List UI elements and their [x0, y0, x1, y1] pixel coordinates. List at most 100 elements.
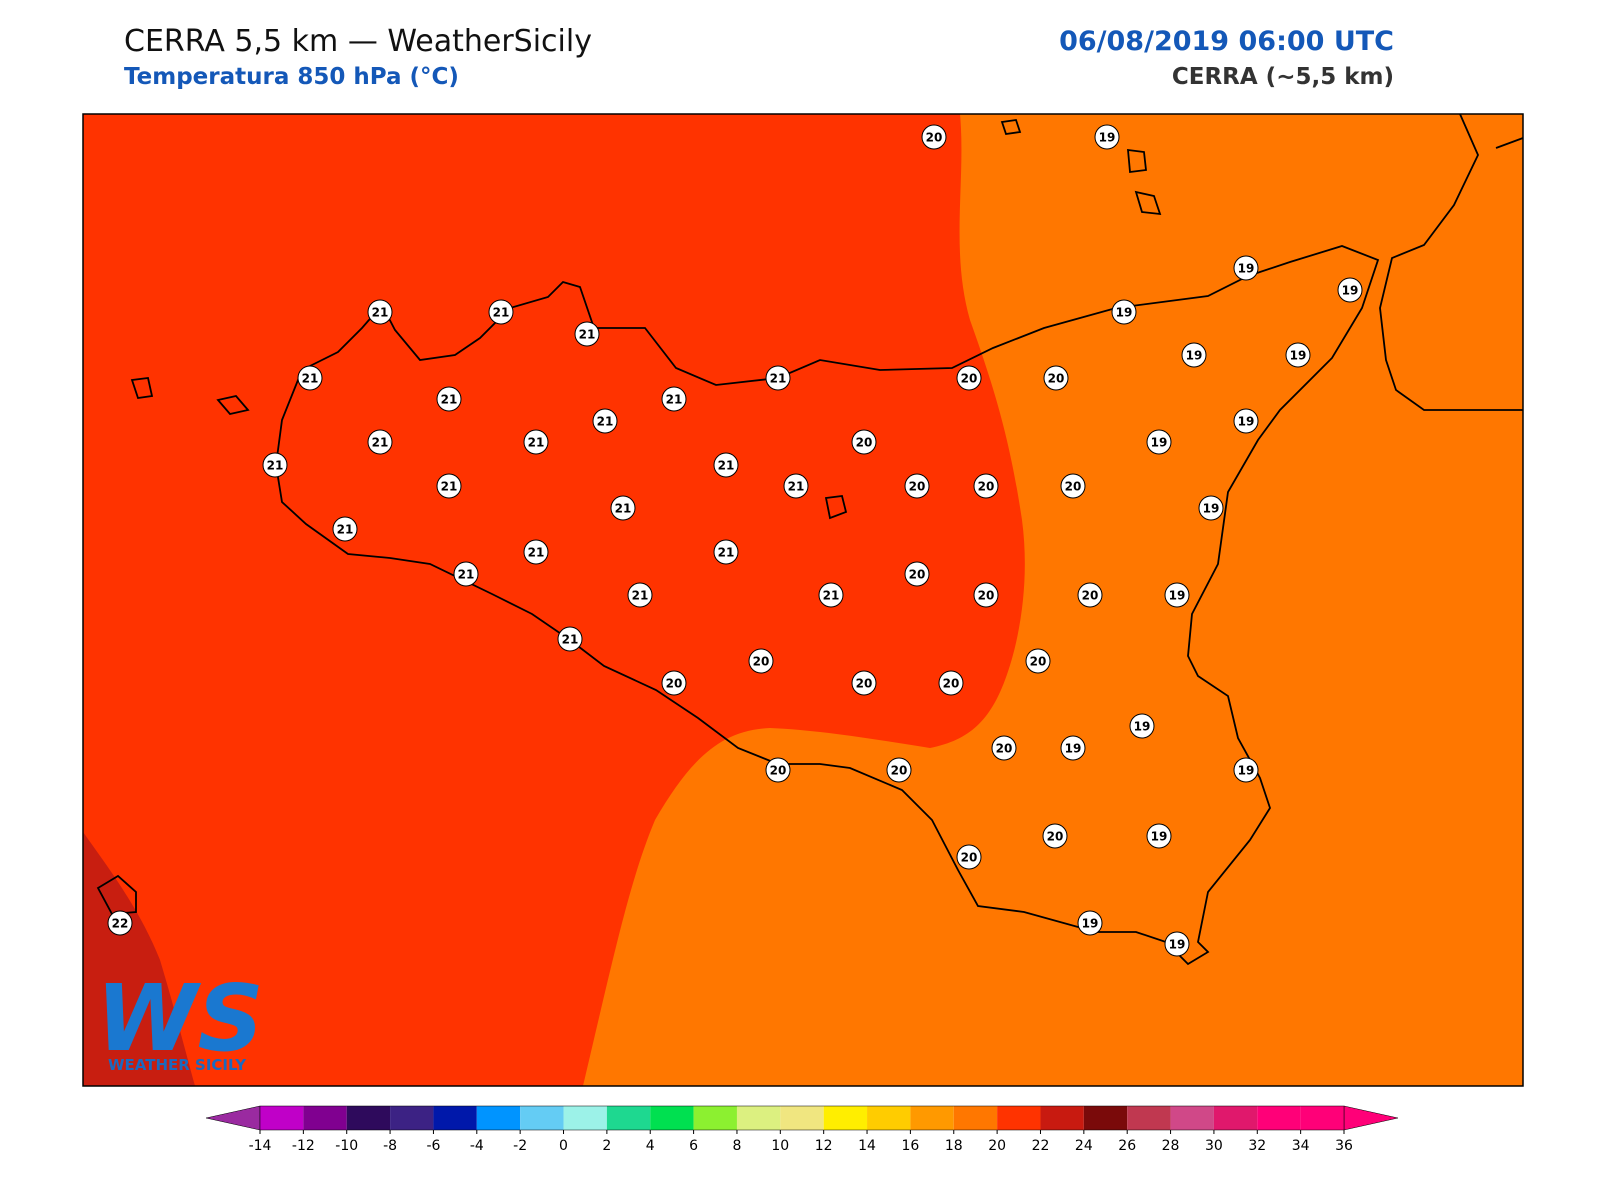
station-value: 20	[666, 677, 683, 691]
station-value: 21	[666, 393, 683, 407]
colorbar-bin	[1040, 1106, 1084, 1130]
station-value: 22	[112, 917, 129, 931]
station-marker	[1146, 823, 1172, 849]
station-value: 20	[753, 655, 770, 669]
station-marker	[592, 408, 618, 434]
station-value: 21	[823, 589, 840, 603]
station-value: 21	[615, 502, 632, 516]
station-value: 20	[909, 568, 926, 582]
colorbar-tick-label: -12	[292, 1138, 315, 1154]
station-marker	[107, 910, 133, 936]
colorbar-bin	[823, 1106, 868, 1130]
colorbar-bin	[303, 1106, 347, 1130]
station-value: 20	[891, 764, 908, 778]
station-value: 20	[1048, 372, 1065, 386]
station-value: 19	[1238, 764, 1255, 778]
station-value: 20	[978, 589, 995, 603]
station-value: 19	[1203, 502, 1220, 516]
colorbar-bin	[1300, 1106, 1344, 1130]
station-value: 21	[579, 328, 596, 342]
colorbar-bin	[1170, 1106, 1214, 1130]
colorbar-tick-label: -14	[249, 1138, 272, 1154]
station-value: 21	[770, 372, 787, 386]
station-marker	[610, 495, 636, 521]
station-marker	[1060, 735, 1086, 761]
colorbar-tick-label: 30	[1205, 1138, 1223, 1154]
title: CERRA 5,5 km — WeatherSicily	[124, 24, 592, 59]
island	[96, 874, 137, 915]
station-marker	[436, 473, 462, 499]
station-value: 20	[856, 436, 873, 450]
station-value: 19	[1169, 589, 1186, 603]
island	[216, 395, 250, 415]
station-value: 19	[1151, 830, 1168, 844]
station-marker	[1129, 713, 1155, 739]
station-value: 21	[528, 546, 545, 560]
station-marker	[1043, 365, 1069, 391]
station-value: 21	[372, 436, 389, 450]
island	[130, 377, 154, 399]
station-value: 21	[441, 480, 458, 494]
datetime: 06/08/2019 06:00 UTC	[1059, 26, 1394, 57]
colorbar-tick-label: 8	[732, 1138, 741, 1154]
station-marker	[436, 386, 462, 412]
station-value: 20	[996, 742, 1013, 756]
station-marker	[1094, 124, 1120, 150]
colorbar-tick-label: -2	[513, 1138, 527, 1154]
station-marker	[1285, 342, 1311, 368]
station-marker	[1164, 582, 1190, 608]
station-value: 21	[562, 633, 579, 647]
station-marker	[557, 626, 583, 652]
station-value: 19	[1065, 742, 1082, 756]
station-value: 20	[926, 131, 943, 145]
station-value: 20	[943, 677, 960, 691]
colorbar-tick-label: 2	[602, 1138, 611, 1154]
colorbar-tick-label: 34	[1292, 1138, 1310, 1154]
colorbar-bin	[520, 1106, 564, 1130]
lake	[824, 495, 848, 520]
station-value: 21	[458, 568, 475, 582]
station-value: 21	[528, 436, 545, 450]
colorbar-bin	[1257, 1106, 1301, 1130]
island	[1134, 190, 1162, 216]
station-value: 19	[1116, 306, 1133, 320]
colorbar-tick-label: 20	[988, 1138, 1006, 1154]
station-marker	[765, 757, 791, 783]
station-value: 19	[1186, 349, 1203, 363]
station-value: 20	[770, 764, 787, 778]
station-marker	[713, 452, 739, 478]
station-marker	[1042, 823, 1068, 849]
station-marker	[851, 429, 877, 455]
colorbar-bin	[476, 1106, 521, 1130]
station-marker	[783, 473, 809, 499]
model-label: CERRA (~5,5 km)	[1171, 64, 1394, 90]
station-marker	[488, 299, 514, 325]
colorbar-frame	[259, 1105, 1345, 1131]
colorbar-tick-label: 18	[945, 1138, 963, 1154]
station-marker	[1181, 342, 1207, 368]
colorbar-bin	[997, 1106, 1041, 1130]
colorbar-tick-label: 22	[1032, 1138, 1050, 1154]
colorbar-tick-label: 6	[689, 1138, 698, 1154]
station-value: 21	[493, 306, 510, 320]
station-marker	[574, 321, 600, 347]
station-value: 19	[1238, 262, 1255, 276]
station-value: 20	[1082, 589, 1099, 603]
station-marker	[973, 473, 999, 499]
logo: WS WEATHER SICILY	[96, 965, 264, 1074]
station-marker	[1146, 429, 1172, 455]
station-value: 21	[597, 415, 614, 429]
colorbar-tick-label: 26	[1118, 1138, 1136, 1154]
station-value: 19	[1099, 131, 1116, 145]
station-marker	[851, 670, 877, 696]
station-marker	[1077, 582, 1103, 608]
station-marker	[297, 365, 323, 391]
colorbar-bin	[1083, 1106, 1128, 1130]
station-marker	[1060, 473, 1086, 499]
station-value: 21	[718, 546, 735, 560]
colorbar-tick-label: 12	[815, 1138, 833, 1154]
station-value: 21	[337, 523, 354, 537]
station-marker	[748, 648, 774, 674]
colorbar-under	[205, 1105, 261, 1131]
